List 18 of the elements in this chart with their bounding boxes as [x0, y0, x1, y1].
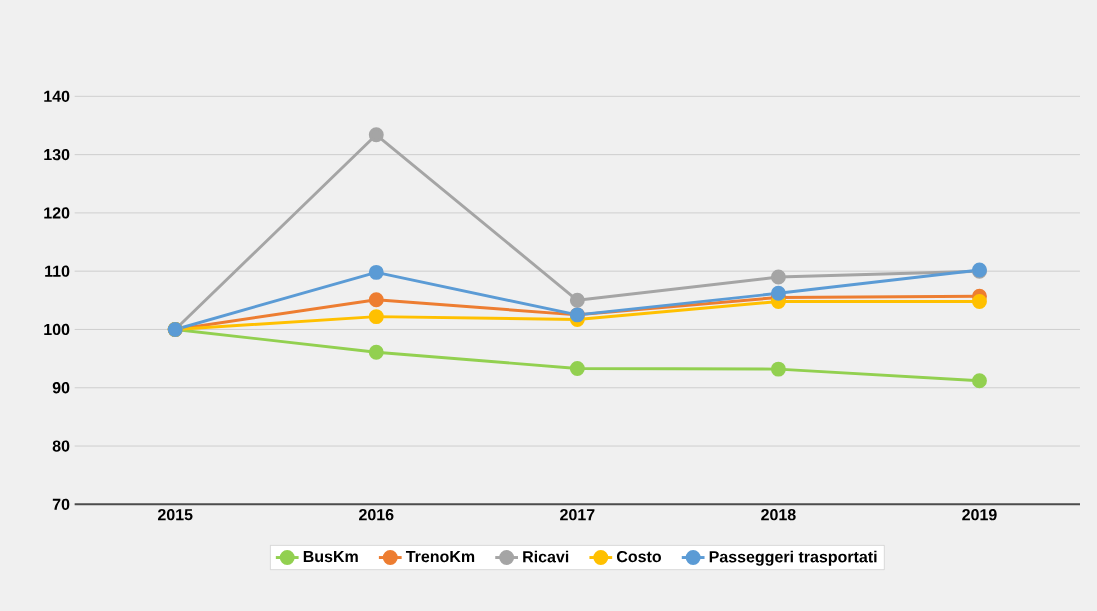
legend-label: Passeggeri trasportati: [709, 550, 877, 566]
y-tick-label: 130: [44, 148, 70, 161]
x-tick-label: 2018: [761, 509, 796, 521]
y-tick-label: 70: [52, 498, 70, 510]
y-tick-label: 110: [45, 265, 70, 277]
x-tick-label: 2016: [359, 509, 394, 521]
legend-label: Ricavi: [523, 550, 569, 563]
legend-label: Costo: [616, 550, 661, 563]
legend-label: TrenoKm: [405, 551, 475, 563]
x-tick-label: 2017: [560, 509, 595, 521]
legend-label: BusKm: [303, 551, 358, 563]
y-tick-label: 90: [52, 382, 70, 394]
y-tick-label: 140: [44, 90, 70, 102]
x-tick-label: 2019: [962, 509, 997, 521]
y-tick-label: 120: [44, 207, 70, 219]
y-tick-label: 80: [52, 440, 70, 452]
x-tick-label: 2015: [157, 509, 193, 521]
y-tick-label: 100: [44, 323, 70, 336]
